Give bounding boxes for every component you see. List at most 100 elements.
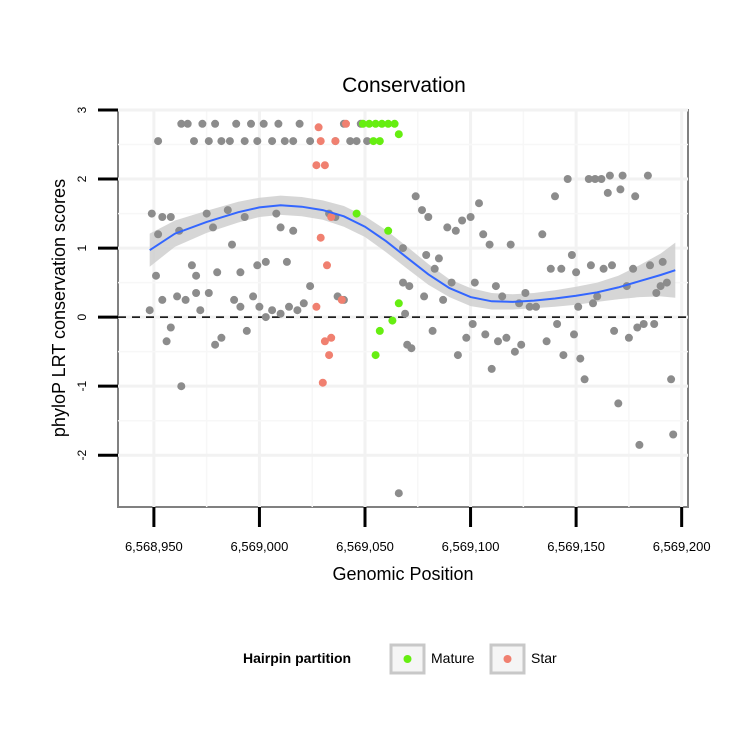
point-other [225, 137, 234, 146]
point-other [268, 306, 277, 315]
point-other [253, 137, 262, 146]
y-tick-label: -1 [75, 381, 89, 392]
point-other [462, 333, 471, 342]
point-mature [365, 119, 374, 128]
x-tick-label: 6,569,050 [336, 539, 394, 554]
point-other [154, 230, 163, 239]
point-other [152, 271, 160, 280]
point-other [236, 302, 245, 311]
point-other [517, 340, 526, 349]
confidence-ribbon [149, 195, 676, 310]
point-other [230, 295, 239, 304]
point-other [253, 261, 262, 270]
point-other [589, 299, 597, 308]
point-other [584, 175, 593, 183]
point-other [204, 289, 213, 297]
point-other [411, 192, 420, 201]
point-other [479, 230, 488, 239]
point-other [475, 199, 483, 208]
point-other [192, 271, 201, 280]
point-other [268, 137, 277, 146]
point-other [158, 213, 167, 221]
point-other [177, 119, 186, 128]
point-star [320, 161, 329, 170]
point-star [316, 137, 325, 146]
point-star [325, 351, 334, 360]
point-other [158, 295, 167, 304]
point-other [491, 282, 500, 291]
point-other [236, 268, 245, 277]
point-other [166, 213, 175, 221]
point-other [154, 137, 163, 146]
y-tick-label: 3 [75, 106, 89, 113]
point-mature [371, 119, 380, 128]
point-other [643, 171, 652, 180]
x-tick-label: 6,569,150 [547, 539, 605, 554]
series-mature [352, 119, 403, 360]
point-mature [377, 119, 386, 128]
point-other [506, 240, 515, 249]
point-other [633, 323, 642, 332]
point-other [629, 264, 638, 273]
point-other [610, 326, 619, 335]
point-other [259, 119, 268, 128]
point-other [605, 171, 614, 180]
point-other [597, 175, 606, 183]
point-other [289, 226, 298, 235]
series-star [312, 119, 350, 387]
point-other [603, 188, 612, 197]
point-other [553, 320, 562, 328]
point-other [217, 333, 226, 342]
point-other [551, 192, 559, 201]
smooth-line [149, 204, 676, 303]
point-other [646, 261, 654, 270]
y-tick-label: 2 [75, 175, 89, 182]
legend-marker-star [503, 655, 512, 663]
point-other [422, 251, 431, 259]
point-other [631, 192, 640, 201]
point-other [650, 320, 659, 328]
point-other [276, 223, 285, 232]
point-other [261, 313, 270, 322]
point-other [242, 326, 251, 335]
point-other [285, 302, 293, 311]
point-other [306, 137, 315, 146]
point-other [399, 244, 407, 253]
point-other [401, 309, 410, 318]
point-star [314, 123, 323, 132]
point-other [399, 278, 407, 287]
point-other [405, 282, 414, 291]
point-other [470, 278, 479, 287]
point-other [240, 213, 249, 221]
y-tick-label: 0 [75, 313, 89, 320]
point-other [162, 337, 171, 346]
point-other [593, 292, 602, 301]
point-other [453, 351, 462, 360]
point-other [261, 257, 270, 266]
point-other [639, 320, 648, 328]
point-other [306, 282, 315, 291]
point-mature [375, 137, 384, 146]
point-other [669, 430, 678, 439]
point-other [608, 261, 616, 270]
point-mature [394, 299, 403, 308]
point-other [147, 209, 156, 218]
point-other [502, 333, 511, 342]
point-star [342, 119, 350, 128]
y-axis: -2 -1 0 1 2 3 [75, 106, 118, 461]
y-axis-label: phyloP LRT conservation scores [49, 179, 69, 437]
point-other [557, 264, 566, 273]
point-other [618, 171, 627, 180]
legend-label-mature: Mature [431, 650, 475, 666]
point-other [145, 306, 154, 315]
point-other [485, 240, 494, 249]
point-other [274, 119, 283, 128]
point-other [249, 292, 258, 301]
x-tick-label: 6,568,950 [125, 539, 183, 554]
point-other [228, 240, 236, 249]
point-other [173, 292, 182, 301]
point-other [346, 137, 355, 146]
point-star [327, 213, 336, 221]
point-mature [358, 119, 367, 128]
point-other [177, 382, 186, 391]
